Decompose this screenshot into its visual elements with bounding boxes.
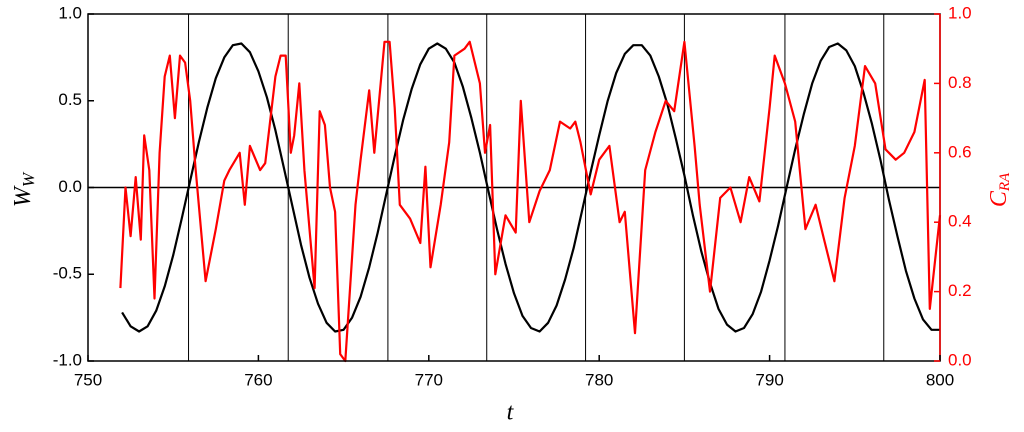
series-line — [119, 40, 942, 363]
y2-tick-label: 0.2 — [948, 281, 972, 300]
y2-tick-label: 0.0 — [948, 350, 972, 369]
y2-axis-label: CRA — [986, 172, 1014, 207]
y-tick-label: 0.0 — [58, 177, 82, 196]
y-tick-label: 0.5 — [58, 90, 82, 109]
y2-tick-label: 1.0 — [948, 3, 972, 22]
y-axis-label: WW — [10, 171, 38, 207]
y-tick-label: -1.0 — [53, 350, 82, 369]
x-tick-label: 790 — [755, 370, 783, 389]
x-tick-label: 800 — [926, 370, 954, 389]
y2-axis-label-main: C — [986, 190, 1012, 207]
x-tick-label: 770 — [415, 370, 443, 389]
y-axis-label-main: W — [10, 185, 36, 207]
y2-tick-label: 0.4 — [948, 212, 972, 231]
x-axis-label: t — [507, 400, 515, 426]
y-tick-label: -0.5 — [53, 264, 82, 283]
x-tick-label: 780 — [585, 370, 613, 389]
y-tick-label: 1.0 — [58, 3, 82, 22]
y-axis-label-sub: W — [19, 171, 38, 187]
series-line — [121, 42, 940, 333]
x-tick-label: 750 — [74, 370, 102, 389]
y2-tick-label: 0.6 — [948, 142, 972, 161]
y2-axis-label-sub: RA — [997, 172, 1013, 192]
x-tick-label: 760 — [244, 370, 272, 389]
y2-tick-label: 0.8 — [948, 73, 972, 92]
